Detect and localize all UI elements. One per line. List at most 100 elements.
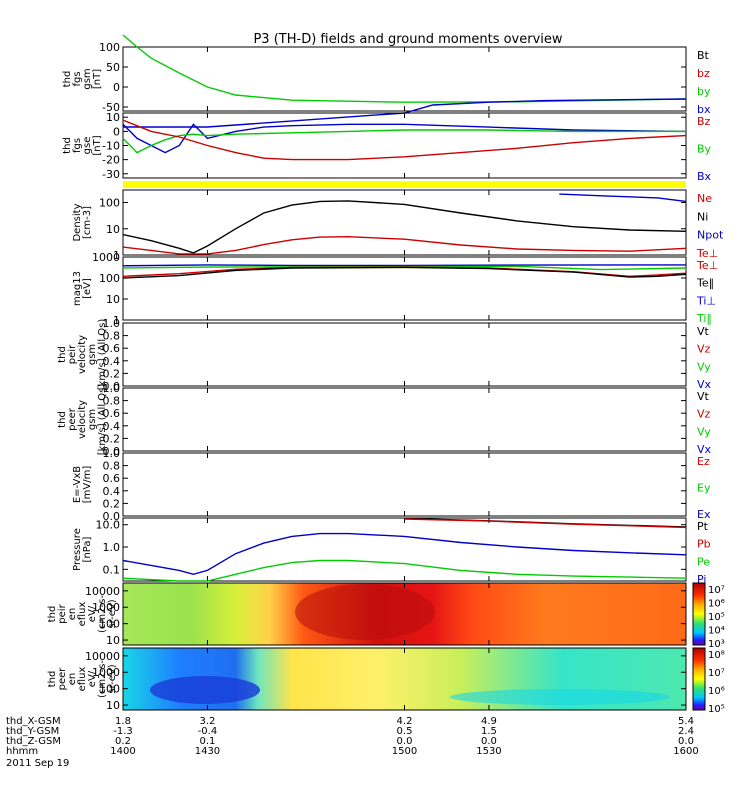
y-tick-label: 50 xyxy=(106,61,120,74)
y-axis-label: [cm-3] xyxy=(82,206,93,239)
series-line-1 xyxy=(122,129,686,154)
y-axis-label: thd xyxy=(62,137,73,154)
y-axis-label: peir xyxy=(57,603,68,623)
y-axis-label: eflux xyxy=(77,602,88,627)
x-axis-table: thd_X-GSM 1.8 3.2 4.2 4.9 5.4 thd_Y-GSM -1.3 -0.… xyxy=(6,716,699,769)
legend-label: Vy xyxy=(697,425,711,438)
y-axis-label: mag13 xyxy=(72,271,83,306)
y-axis-label: Density xyxy=(72,203,83,241)
y-tick-label: 0.0 xyxy=(103,445,121,458)
legend-label: Pi xyxy=(697,573,706,586)
y-axis-label: [nT] xyxy=(92,69,103,89)
legend-label: Bx xyxy=(697,170,712,183)
y-axis-label: [nPa] xyxy=(82,536,93,562)
legend-label: bz xyxy=(697,67,710,80)
y-tick-label: -20 xyxy=(102,154,120,167)
colorbar-label: 10⁶ xyxy=(708,686,725,697)
colorbar-peer-eflux: 10⁸ 10⁷ 10⁶ 10⁵ xyxy=(692,647,725,715)
x-axis-value: 1.5 xyxy=(481,726,497,737)
y-tick-label: 0.4 xyxy=(103,485,121,498)
series-line-2 xyxy=(559,193,687,203)
y-axis-label: gsm xyxy=(87,344,98,365)
x-axis-value: 1530 xyxy=(476,746,501,757)
y-axis-label: eV/ xyxy=(87,670,98,687)
y-axis-label: thd xyxy=(47,671,58,688)
y-axis-label: [km/s] (All Qs) xyxy=(97,384,108,456)
colorbar-label: 10⁷ xyxy=(708,585,725,596)
legend-label: Pb xyxy=(697,538,711,551)
y-tick-label: 100 xyxy=(99,41,120,54)
y-axis-label: gsm xyxy=(82,68,93,89)
legend-label: Ex xyxy=(697,508,711,521)
y-tick-label: 0 xyxy=(113,125,120,138)
series-line-0 xyxy=(122,264,687,267)
y-axis-label: gse xyxy=(82,137,93,155)
y-tick-label: 0.6 xyxy=(103,472,121,485)
figure-title: P3 (TH-D) fields and ground moments over… xyxy=(253,32,562,47)
x-axis-value: 1600 xyxy=(673,746,698,757)
panel-peer-eflux: 10⁸ 10⁷ 10⁶ 10⁵ 10000 1000 100 10 thd peer en eflux… xyxy=(47,647,725,715)
y-axis-label: thd xyxy=(57,346,68,363)
y-tick-label: 10 xyxy=(106,293,120,306)
y-tick-label: 100 xyxy=(99,272,120,285)
x-axis-value: 1430 xyxy=(195,746,220,757)
legend-label: by xyxy=(697,85,711,98)
y-axis-label: eV/ xyxy=(87,605,98,622)
y-tick-label: 0.0 xyxy=(103,380,121,393)
colorbar-scale xyxy=(692,582,706,646)
x-axis-value: 1400 xyxy=(110,746,135,757)
y-tick-label: 1.0 xyxy=(103,541,121,554)
y-tick-label: 0.8 xyxy=(103,460,121,473)
x-axis-value: 3.2 xyxy=(199,716,215,727)
legend-label: Vz xyxy=(697,343,711,356)
x-axis-value: -1.3 xyxy=(113,726,133,737)
legend-label: Te⊥ xyxy=(696,247,718,260)
x-axis-row-label: thd_X-GSM xyxy=(6,716,61,727)
x-axis-row-label: thd_Y-GSM xyxy=(6,726,59,737)
x-axis-row-label: thd_Z-GSM xyxy=(6,736,61,747)
colorbar-label: 10⁷ xyxy=(708,668,725,679)
legend-label: Vx xyxy=(697,443,712,456)
legend-label: Te⊥ xyxy=(696,259,718,272)
series-line-3 xyxy=(404,518,687,529)
series-line-0 xyxy=(122,532,687,576)
y-tick-label: 1 xyxy=(113,249,120,262)
legend-label: Ey xyxy=(697,482,711,495)
legend-label: Ti‖ xyxy=(696,312,712,325)
y-axis-label: thd xyxy=(62,71,73,88)
x-axis-value: 0.1 xyxy=(199,736,215,747)
y-tick-label: 10 xyxy=(106,699,120,712)
y-axis-label: gsm xyxy=(87,409,98,430)
y-tick-label: 0.0 xyxy=(103,510,121,523)
y-tick-label: 10000 xyxy=(85,650,120,663)
y-axis-label: fgs xyxy=(72,138,83,153)
y-tick-label: 0.1 xyxy=(103,563,121,576)
y-tick-label: 10 xyxy=(106,634,120,647)
colorbar-label: 10⁵ xyxy=(708,704,725,715)
heatmap-peak xyxy=(295,584,435,640)
y-tick-label: 0.2 xyxy=(103,432,121,445)
y-axis-label: [eV] xyxy=(82,278,93,299)
y-axis-label: sr-eV) xyxy=(107,599,118,628)
y-axis-label: fgs xyxy=(72,71,83,86)
series-line-0 xyxy=(122,34,687,103)
series-line-1 xyxy=(122,559,687,582)
y-axis-label: [km/s] (All Qs) xyxy=(97,319,108,391)
y-tick-label: 100 xyxy=(99,197,120,210)
y-tick-label: -30 xyxy=(102,168,120,181)
y-axis-label: [nT] xyxy=(92,135,103,155)
y-tick-label: 1.0 xyxy=(103,317,121,330)
y-axis-label: en xyxy=(67,608,78,621)
colorbar-label: 10⁵ xyxy=(708,612,725,623)
series-line-0 xyxy=(122,200,687,254)
heatmap-blob-low xyxy=(150,676,260,704)
y-tick-label: 1000 xyxy=(92,601,120,614)
y-tick-label: 1.0 xyxy=(103,382,121,395)
legend-label: Ni xyxy=(697,210,708,223)
x-axis-value: 0.0 xyxy=(678,736,694,747)
colorbar-label: 10⁴ xyxy=(708,626,725,637)
y-axis-label: en xyxy=(67,673,78,686)
x-axis-value: 0.2 xyxy=(115,736,131,747)
panel-density: 100 10 1 Density [cm-3] Ne Ni Npot Te⊥ xyxy=(72,189,724,262)
